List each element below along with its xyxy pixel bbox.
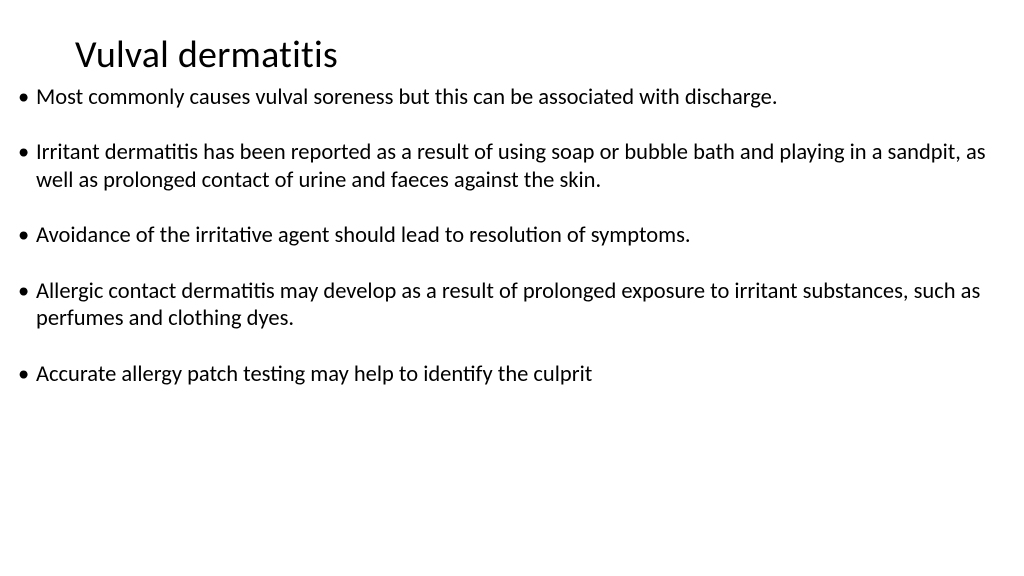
bullet-list: Most commonly causes vulval soreness but… [18, 84, 1006, 416]
list-item: Avoidance of the irritative agent should… [18, 222, 1006, 249]
list-item: Irritant dermatitis has been reported as… [18, 139, 1006, 194]
list-item: Accurate allergy patch testing may help … [18, 361, 1006, 388]
slide-title: Vulval dermatitis [75, 32, 338, 78]
list-item: Most commonly causes vulval soreness but… [18, 84, 1006, 111]
list-item: Allergic contact dermatitis may develop … [18, 278, 1006, 333]
